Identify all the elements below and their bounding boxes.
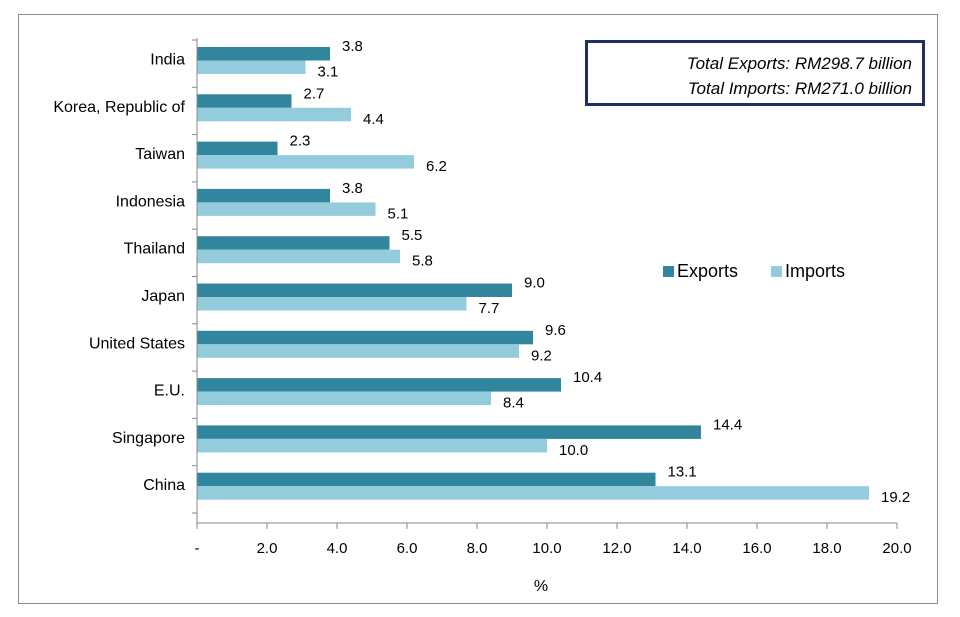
data-label-imports-7: 8.4 [503,395,524,412]
totals-box: Total Exports: RM298.7 billion Total Imp… [585,40,925,106]
data-label-imports-3: 5.1 [388,205,409,222]
data-label-exports-4: 5.5 [402,227,423,244]
data-label-exports-1: 2.7 [304,85,325,102]
category-label-7: E.U. [154,383,185,400]
data-label-imports-0: 3.1 [318,64,339,81]
data-label-imports-8: 10.0 [559,442,588,459]
x-tick-label-0: - [195,540,200,557]
data-label-imports-6: 9.2 [531,347,552,364]
bar-imports-9 [197,486,869,500]
category-label-9: China [143,477,185,494]
data-label-exports-6: 9.6 [545,322,566,339]
bar-exports-9 [197,472,656,487]
x-tick-label-3: 6.0 [397,540,418,557]
data-label-exports-7: 10.4 [573,369,602,386]
data-label-imports-1: 4.4 [363,111,384,128]
bar-exports-4 [197,236,390,250]
bar-exports-7 [197,378,561,392]
category-labels-group: India Korea, Republic of Taiwan Indonesia Th… [53,52,185,495]
x-tick-label-7: 14.0 [672,540,701,557]
bar-imports-0 [197,60,306,74]
category-label-6: United States [89,335,185,352]
bar-imports-2 [197,155,414,169]
bar-exports-6 [197,330,533,345]
category-label-3: Indonesia [116,193,185,210]
legend-swatch-imports [771,266,782,277]
total-exports-text: Total Exports: RM298.7 billion [686,54,912,73]
data-label-exports-8: 14.4 [713,416,742,433]
bar-imports-1 [197,107,351,122]
bar-exports-0 [197,47,330,61]
legend-label-exports: Exports [677,261,738,281]
x-tick-label-8: 16.0 [742,540,771,557]
bars-group [197,47,869,500]
category-label-8: Singapore [112,430,185,447]
bar-imports-6 [197,344,519,358]
bar-imports-4 [197,249,400,264]
bar-exports-5 [197,283,512,297]
bar-imports-7 [197,391,491,406]
category-label-5: Japan [141,288,185,305]
bar-exports-2 [197,141,278,156]
x-tick-label-6: 12.0 [602,540,631,557]
x-tick-label-2: 4.0 [327,540,348,557]
legend-swatch-exports [663,266,674,277]
data-label-exports-3: 3.8 [342,180,363,197]
data-label-exports-5: 9.0 [524,275,545,292]
x-axis-title: % [534,578,548,595]
bar-imports-5 [197,297,467,311]
legend: Exports Imports [663,261,845,281]
x-tick-label-1: 2.0 [257,540,278,557]
x-tick-label-10: 20.0 [882,540,911,557]
bar-exports-3 [197,188,330,203]
x-axis: - 2.0 4.0 6.0 8.0 10.0 12.0 14.0 16.0 18.0 20.0 [192,38,912,557]
legend-label-imports: Imports [785,261,845,281]
category-label-4: Thailand [124,241,185,258]
bar-imports-8 [197,438,547,453]
data-label-exports-9: 13.1 [668,464,697,481]
category-label-0: India [150,52,185,69]
category-label-2: Taiwan [135,146,185,163]
bar-imports-3 [197,202,376,216]
data-label-imports-4: 5.8 [412,253,433,270]
data-label-exports-2: 2.3 [290,133,311,150]
x-tick-label-4: 8.0 [467,540,488,557]
x-tick-label-5: 10.0 [532,540,561,557]
category-label-1: Korea, Republic of [53,99,185,116]
x-tick-label-9: 18.0 [812,540,841,557]
data-labels-group: 3.83.12.74.42.36.23.85.15.55.89.07.79.69… [290,38,911,506]
total-imports-text: Total Imports: RM271.0 billion [687,79,912,98]
data-label-imports-9: 19.2 [881,489,910,506]
chart-frame [18,14,938,604]
data-label-imports-5: 7.7 [479,300,500,317]
bar-exports-1 [197,94,292,108]
data-label-exports-0: 3.8 [342,38,363,55]
bar-exports-8 [197,425,701,439]
data-label-imports-2: 6.2 [426,158,447,175]
